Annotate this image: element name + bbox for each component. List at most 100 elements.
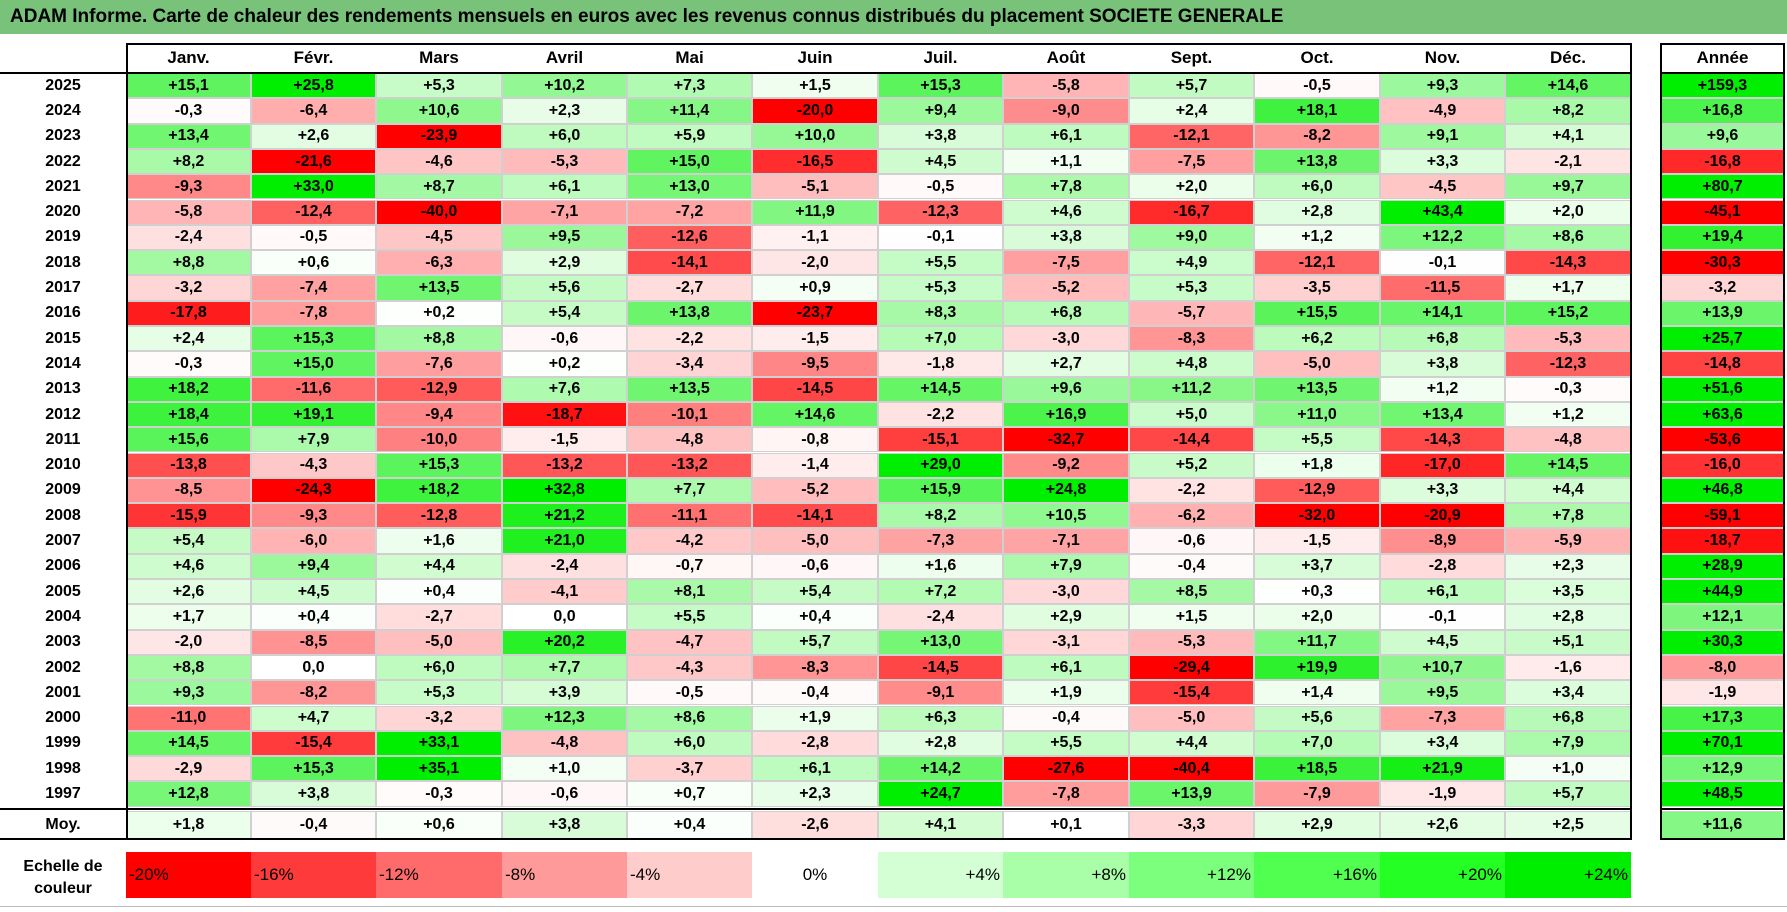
heatmap-cell: -0,3	[126, 351, 251, 377]
year-label: 2000	[0, 705, 126, 731]
heatmap-cell: +1,6	[376, 528, 502, 554]
legend-swatch: -4%	[627, 852, 752, 898]
heatmap-cell: +3,3	[1380, 148, 1505, 175]
heatmap-cell: +29,0	[878, 452, 1003, 478]
heatmap-cell: -11,6	[251, 376, 376, 402]
heatmap-cell: -8,9	[1380, 528, 1505, 554]
year-label: 2019	[0, 224, 126, 251]
year-label: 2002	[0, 654, 126, 681]
heatmap-cell: +2,8	[1505, 604, 1631, 630]
heatmap-cell: -14,5	[878, 654, 1003, 681]
heatmap-cell: -1,4	[752, 452, 878, 478]
heatmap-cell: +2,4	[1129, 98, 1254, 124]
heatmap-cell: -4,7	[627, 629, 752, 655]
heatmap-cell: +15,3	[251, 326, 376, 352]
heatmap-cell: -4,5	[1380, 174, 1505, 200]
year-label: 2015	[0, 326, 126, 352]
heatmap-cell: +6,0	[627, 730, 752, 757]
heatmap-cell: -40,4	[1129, 756, 1254, 782]
year-label: 2010	[0, 452, 126, 478]
heatmap-cell: -1,9	[1380, 781, 1505, 807]
heatmap-cell: +9,3	[1380, 73, 1505, 99]
month-header: Juin	[752, 43, 878, 73]
annual-cell: +9,6	[1660, 123, 1785, 149]
heatmap-cell: +19,1	[251, 401, 376, 428]
heatmap-cell: -12,9	[1254, 477, 1380, 504]
heatmap-cell: +0,4	[251, 604, 376, 630]
heatmap-cell: +3,8	[1003, 224, 1129, 251]
month-header: Déc.	[1505, 43, 1631, 73]
heatmap-cell: +9,5	[1380, 680, 1505, 706]
heatmap-cell: +9,3	[126, 680, 251, 706]
heatmap-cell: -10,1	[627, 401, 752, 428]
month-header: Avril	[502, 43, 627, 73]
heatmap-cell: -8,3	[752, 654, 878, 681]
heatmap-cell: -12,8	[376, 503, 502, 529]
heatmap-cell: +11,9	[752, 199, 878, 225]
heatmap-cell: -1,5	[752, 326, 878, 352]
heatmap-cell: +4,6	[126, 553, 251, 579]
heatmap-cell: -7,5	[1003, 250, 1129, 276]
heatmap-cell: -10,0	[376, 427, 502, 453]
heatmap-cell: +15,5	[1254, 300, 1380, 326]
annual-cell: +25,7	[1660, 326, 1785, 352]
heatmap-cell: +10,5	[1003, 503, 1129, 529]
heatmap-cell: +7,6	[502, 376, 627, 402]
heatmap-cell: +0,7	[627, 781, 752, 807]
legend-label: Echelle de couleur	[23, 858, 103, 897]
heatmap-cell: -14,5	[752, 376, 878, 402]
year-label: 2005	[0, 579, 126, 605]
average-cell: +2,9	[1254, 810, 1380, 839]
heatmap-cell: +13,0	[627, 174, 752, 200]
heatmap-cell: -40,0	[376, 199, 502, 225]
heatmap-cell: +5,4	[752, 579, 878, 605]
heatmap-cell: +7,9	[1505, 730, 1631, 757]
heatmap-cell: +13,4	[126, 123, 251, 149]
heatmap-cell: +13,5	[627, 376, 752, 402]
heatmap-cell: +8,6	[1505, 224, 1631, 251]
heatmap-cell: +6,2	[1254, 326, 1380, 352]
annual-cell: -59,1	[1660, 503, 1785, 529]
heatmap-cell: +1,2	[1505, 401, 1631, 428]
year-label: 2016	[0, 300, 126, 326]
average-cell: +1,8	[126, 810, 251, 839]
heatmap-cell: +0,4	[752, 604, 878, 630]
heatmap-cell: +1,0	[502, 756, 627, 782]
heatmap-cell: +0,2	[502, 351, 627, 377]
heatmap-cell: +12,3	[502, 705, 627, 731]
heatmap-cell: -13,2	[502, 452, 627, 478]
legend-swatch: +12%	[1129, 852, 1254, 898]
heatmap-cell: +5,1	[1505, 629, 1631, 655]
heatmap-cell: -2,9	[126, 756, 251, 782]
heatmap-cell: +8,8	[126, 250, 251, 276]
heatmap-cell: -3,2	[376, 705, 502, 731]
heatmap-cell: -0,5	[878, 174, 1003, 200]
heatmap-cell: -7,3	[878, 528, 1003, 554]
annual-cell: +16,8	[1660, 98, 1785, 124]
heatmap-cell: -20,0	[752, 98, 878, 124]
annual-header: Année	[1660, 43, 1785, 73]
heatmap-cell: -14,3	[1380, 427, 1505, 453]
heatmap-cell: +7,9	[1003, 553, 1129, 579]
heatmap-cell: +2,6	[251, 123, 376, 149]
heatmap-cell: -3,0	[1003, 326, 1129, 352]
heatmap-cell: -4,3	[251, 452, 376, 478]
heatmap-cell: +1,9	[752, 705, 878, 731]
average-annual-cell: +11,6	[1660, 810, 1785, 839]
annual-cell: -18,7	[1660, 528, 1785, 554]
heatmap-cell: +25,8	[251, 73, 376, 99]
heatmap-cell: -14,1	[752, 503, 878, 529]
heatmap-cell: -8,2	[1254, 123, 1380, 149]
heatmap-cell: +20,2	[502, 629, 627, 655]
heatmap-cell: +3,4	[1505, 680, 1631, 706]
legend-swatch: +16%	[1254, 852, 1380, 898]
heatmap-cell: +21,0	[502, 528, 627, 554]
heatmap-cell: +14,1	[1380, 300, 1505, 326]
heatmap-cell: -0,1	[878, 224, 1003, 251]
heatmap-cell: -23,9	[376, 123, 502, 149]
heatmap-cell: -9,5	[752, 351, 878, 377]
heatmap-cell: -9,3	[126, 174, 251, 200]
heatmap-cell: +9,7	[1505, 174, 1631, 200]
heatmap-cell: +6,1	[752, 756, 878, 782]
heatmap-cell: -2,2	[878, 401, 1003, 428]
